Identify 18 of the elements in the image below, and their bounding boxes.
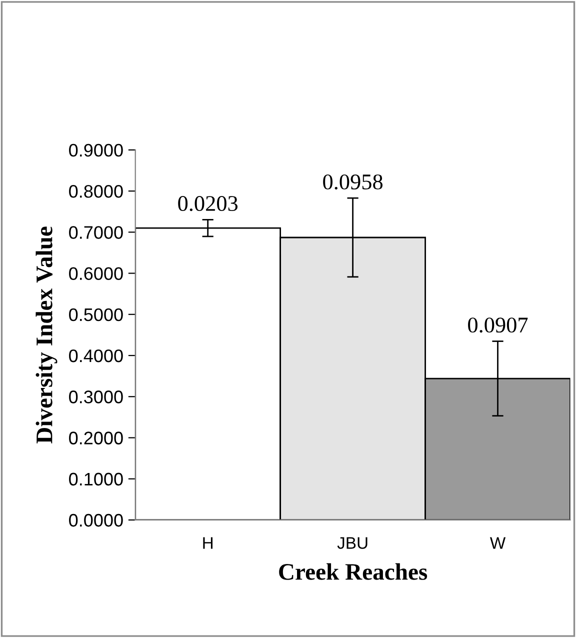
- y-tick-label: 0.8000: [69, 184, 123, 198]
- y-tick-label: 0.3000: [69, 390, 123, 404]
- annotation: 0.0203: [178, 196, 238, 212]
- y-tick-label: 0.5000: [69, 308, 123, 322]
- annotation: 0.0907: [468, 318, 528, 333]
- x-tick-label: JBU: [337, 537, 368, 549]
- x-tick-label: H: [203, 537, 212, 549]
- x-axis-title: Creek Reaches: [279, 563, 428, 580]
- x-tick-label: W: [490, 537, 506, 549]
- y-tick-label: 0.7000: [69, 226, 123, 239]
- y-tick-label: 0.1000: [69, 472, 123, 486]
- y-tick-label: 0.4000: [69, 349, 123, 362]
- y-tick-label: 0.0000: [69, 514, 123, 527]
- annotation: 0.0958: [323, 174, 383, 190]
- y-axis-title: Diversity Index Value: [36, 226, 58, 444]
- y-tick-label: 0.9000: [69, 144, 123, 157]
- y-tick-label: 0.2000: [69, 432, 123, 444]
- y-tick-label: 0.6000: [69, 267, 123, 280]
